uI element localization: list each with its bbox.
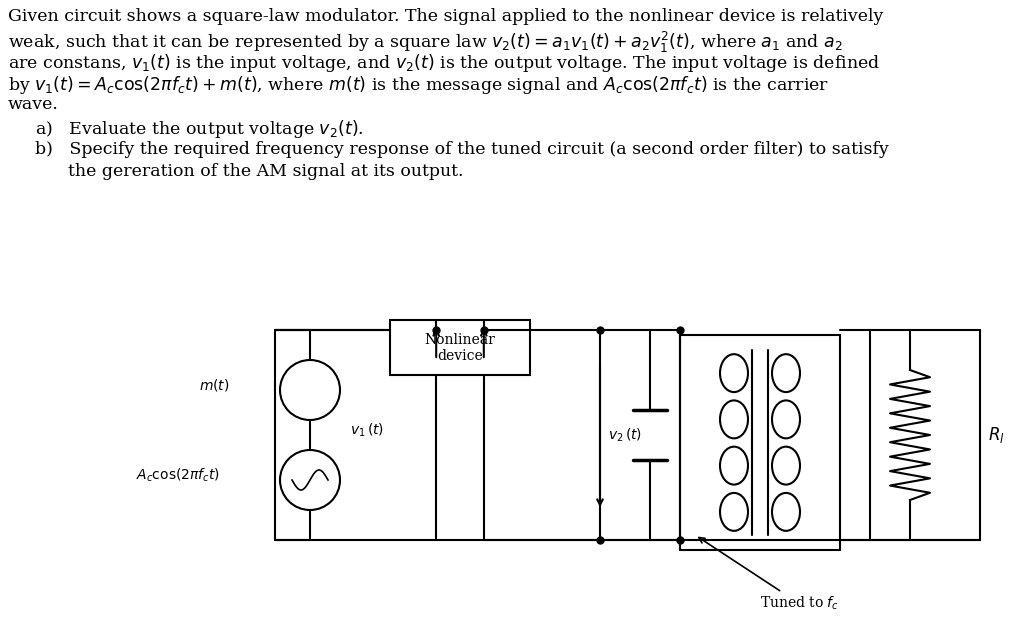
Text: Given circuit shows a square-law modulator. The signal applied to the nonlinear : Given circuit shows a square-law modulat… <box>8 8 884 25</box>
Text: $R_l$: $R_l$ <box>988 425 1005 445</box>
Text: wave.: wave. <box>8 96 58 113</box>
Text: device: device <box>437 349 483 363</box>
Bar <box>390 320 530 375</box>
Text: by $v_1(t) = A_c\cos(2\pi f_c t) + m(t)$, where $m(t)$ is the message signal and: by $v_1(t) = A_c\cos(2\pi f_c t) + m(t)$… <box>8 74 829 96</box>
Text: $v_2\,(t)$: $v_2\,(t)$ <box>608 426 642 444</box>
Text: $m(t)$: $m(t)$ <box>200 377 230 393</box>
Text: the gereration of the AM signal at its output.: the gereration of the AM signal at its o… <box>35 163 464 180</box>
Text: b)   Specify the required frequency response of the tuned circuit (a second orde: b) Specify the required frequency respon… <box>35 141 889 158</box>
Text: are constans, $v_1(t)$ is the input voltage, and $v_2(t)$ is the output voltage.: are constans, $v_1(t)$ is the input volt… <box>8 52 881 74</box>
Text: a)   Evaluate the output voltage $v_2(t)$.: a) Evaluate the output voltage $v_2(t)$. <box>35 118 364 140</box>
Text: Nonlinear: Nonlinear <box>425 333 496 347</box>
Text: Tuned to $f_c$: Tuned to $f_c$ <box>698 537 839 613</box>
Text: weak, such that it can be represented by a square law $v_2(t) = a_1v_1(t) + a_2v: weak, such that it can be represented by… <box>8 30 843 55</box>
Text: $A_c\cos(2\pi f_c t)$: $A_c\cos(2\pi f_c t)$ <box>136 466 220 484</box>
Text: $v_1\,(t)$: $v_1\,(t)$ <box>350 421 384 439</box>
